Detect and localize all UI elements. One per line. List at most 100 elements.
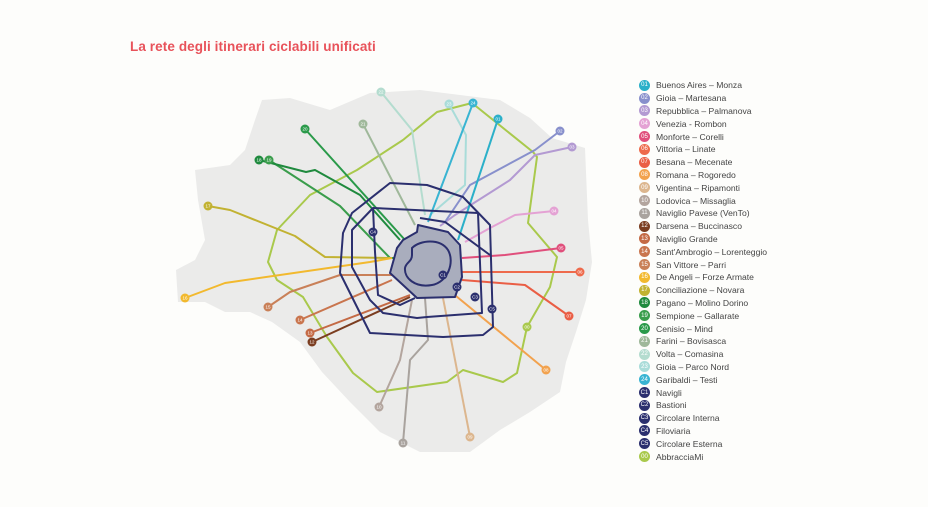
legend-label: Conciliazione – Novara [656, 285, 745, 296]
route-badge-C1-label: C1 [440, 273, 446, 278]
legend-label: Lodovica – Missaglia [656, 195, 736, 206]
route-end-11-label: 11 [401, 441, 406, 446]
legend-label: Navigli [656, 387, 682, 398]
route-badge-icon: C4 [639, 425, 650, 437]
route-end-09-icon [465, 432, 475, 442]
route-end-09-label: 09 [467, 435, 473, 440]
route-badge-icon: 01 [639, 79, 650, 91]
route-badge-icon: 08 [639, 169, 650, 181]
legend-item-06: 06 Vittoria – Linate [639, 143, 767, 156]
route-badge-C2-icon [452, 282, 462, 292]
legend-label: Sant'Ambrogio – Lorenteggio [656, 246, 768, 257]
route-end-18-icon [254, 155, 264, 165]
route-end-02-icon [555, 126, 565, 136]
route-line-17 [207, 205, 391, 259]
legend-item-11: 11 Naviglio Pavese (VenTo) [639, 207, 767, 220]
legend: 01 Buenos Aires – Monza 02 Gioia – Martesan… [639, 79, 767, 463]
route-end-22-icon [376, 87, 386, 97]
route-badge-icon: 04 [639, 118, 650, 130]
route-end-12-icon [307, 337, 317, 347]
legend-item-07: 07 Besana – Mecenate [639, 156, 767, 169]
route-end-14-label: 14 [297, 318, 303, 323]
legend-label: Buenos Aires – Monza [656, 80, 742, 91]
route-badge-icon: C3 [639, 412, 650, 424]
route-badge-icon: 21 [639, 335, 650, 347]
legend-item-C2: C2 Bastioni [639, 399, 767, 412]
legend-label: Pagano – Molino Dorino [656, 297, 749, 308]
route-line-C1 [403, 240, 452, 287]
route-end-06-label: 06 [577, 270, 583, 275]
legend-item-C5: C5 Circolare Esterna [639, 437, 767, 450]
route-badge-icon: 12 [639, 220, 650, 232]
legend-label: Romana – Rogoredo [656, 169, 736, 180]
route-end-02-label: 02 [557, 129, 563, 134]
route-line-16 [184, 257, 393, 299]
route-end-08-label: 08 [543, 368, 549, 373]
route-end-16-icon [180, 293, 190, 303]
route-end-11-icon [398, 438, 408, 448]
legend-label: Cenisio – Mind [656, 323, 713, 334]
route-end-05-icon [556, 243, 566, 253]
route-badge-icon: 19 [639, 310, 650, 322]
legend-item-10: 10 Lodovica – Missaglia [639, 194, 767, 207]
route-end-07-icon [564, 311, 574, 321]
legend-item-09: 09 Vigentina – Ripamonti [639, 181, 767, 194]
route-end-20-icon [300, 124, 310, 134]
route-line-C3b [419, 217, 491, 256]
legend-item-21: 21 Farini – Bovisasca [639, 335, 767, 348]
route-line-15 [267, 274, 392, 308]
route-badge-C3-label: C3 [472, 295, 478, 300]
route-line-07 [461, 279, 570, 317]
legend-item-C3: C3 Circolare Interna [639, 412, 767, 425]
legend-item-23: 23 Gioia – Parco Nord [639, 361, 767, 374]
legend-item-16: 16 De Angeli – Forze Armate [639, 271, 767, 284]
legend-label: AbbracciaMi [656, 451, 704, 462]
route-line-21 [362, 123, 416, 226]
route-line-02 [444, 130, 561, 223]
legend-item-01: 01 Buenos Aires – Monza [639, 79, 767, 92]
route-end-12-label: 12 [309, 340, 315, 345]
legend-label: Sempione – Gallarate [656, 310, 740, 321]
route-end-10-icon [374, 402, 384, 412]
legend-item-04: 04 Venezia - Rombon [639, 117, 767, 130]
route-end-18-label: 18 [256, 158, 262, 163]
legend-item-05: 05 Monforte – Corelli [639, 130, 767, 143]
legend-label: Filoviaria [656, 425, 691, 436]
route-badge-icon: 18 [639, 297, 650, 309]
legend-label: Venezia - Rombon [656, 118, 727, 129]
route-line-03 [439, 146, 573, 227]
route-line-22 [380, 91, 426, 216]
route-badge-icon: 11 [639, 207, 650, 219]
route-badge-icon: C5 [639, 438, 650, 450]
route-end-16-label: 16 [182, 296, 188, 301]
route-badge-icon: 13 [639, 233, 650, 245]
route-end-19-icon [264, 155, 274, 165]
route-line-23 [429, 103, 467, 216]
route-badge-icon: 02 [639, 92, 650, 104]
route-badge-C4-icon [368, 227, 378, 237]
route-end-03-icon [567, 142, 577, 152]
legend-label: Darsena – Buccinasco [656, 221, 742, 232]
route-badge-C5-icon [487, 304, 497, 314]
route-badge-00-icon [522, 322, 532, 332]
route-badge-icon: 09 [639, 182, 650, 194]
route-end-23-icon [444, 99, 454, 109]
route-badge-icon: 14 [639, 246, 650, 258]
legend-item-15: 15 San Vittore – Parri [639, 258, 767, 271]
route-end-13-icon [305, 328, 315, 338]
legend-item-22: 22 Volta – Comasina [639, 348, 767, 361]
route-line-C4 [351, 207, 483, 319]
route-badge-C4-label: C4 [370, 230, 376, 235]
legend-label: Besana – Mecenate [656, 157, 733, 168]
route-badge-C5-label: C5 [489, 307, 495, 312]
route-badge-icon: 23 [639, 361, 650, 373]
route-line-12 [311, 296, 411, 343]
route-badge-icon: 03 [639, 105, 650, 117]
legend-label: Volta – Comasina [656, 349, 724, 360]
route-end-17-icon [203, 201, 213, 211]
route-end-04-label: 04 [551, 209, 557, 214]
legend-label: Naviglio Grande [656, 233, 718, 244]
legend-label: Gioia – Martesana [656, 93, 727, 104]
route-end-08-icon [541, 365, 551, 375]
